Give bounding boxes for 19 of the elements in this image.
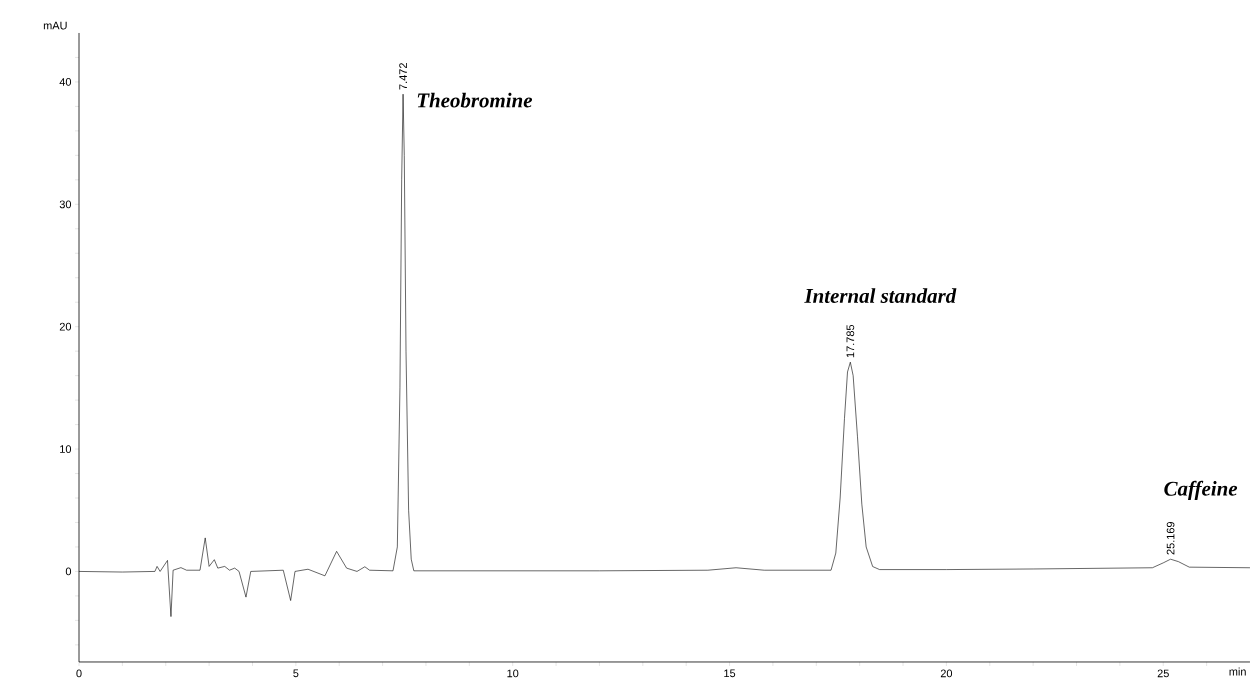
annotation: 25.169 xyxy=(1166,521,1175,555)
x-tick-label: 0 xyxy=(76,669,82,678)
x-tick-label: 20 xyxy=(940,669,953,678)
y-tick-label: 0 xyxy=(65,567,72,576)
y-tick-label: 30 xyxy=(59,200,72,209)
annotation: Theobromine xyxy=(417,92,533,108)
x-axis-title: min xyxy=(1229,667,1246,676)
y-tick-label: 20 xyxy=(59,322,72,331)
x-tick-label: 10 xyxy=(507,669,519,678)
y-tick-label: 40 xyxy=(59,78,72,86)
y-axis-title: mAU xyxy=(43,21,67,30)
y-tick-label: 10 xyxy=(60,445,72,453)
annotation: 17.785 xyxy=(846,324,855,358)
x-tick-label: 15 xyxy=(724,669,736,678)
x-tick-label: 5 xyxy=(293,669,299,678)
annotation: 7.472 xyxy=(399,63,407,90)
annotation: Caffeine xyxy=(1164,480,1238,500)
annotation: Internal standard xyxy=(804,288,957,303)
x-tick-label: 25 xyxy=(1157,669,1169,678)
